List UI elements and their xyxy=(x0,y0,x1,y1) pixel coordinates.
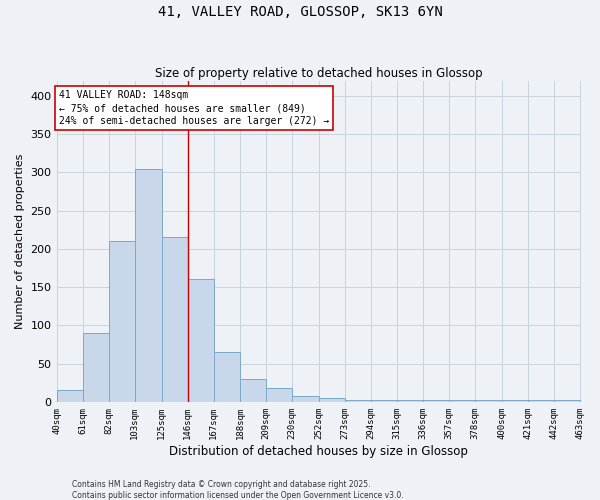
Bar xyxy=(188,280,214,402)
Bar xyxy=(449,400,475,402)
X-axis label: Distribution of detached houses by size in Glossop: Distribution of detached houses by size … xyxy=(169,444,468,458)
Bar xyxy=(502,400,529,402)
Bar xyxy=(56,390,83,402)
Bar xyxy=(423,400,449,402)
Bar xyxy=(319,398,345,402)
Bar xyxy=(109,242,134,402)
Title: Size of property relative to detached houses in Glossop: Size of property relative to detached ho… xyxy=(155,66,482,80)
Text: 41 VALLEY ROAD: 148sqm
← 75% of detached houses are smaller (849)
24% of semi-de: 41 VALLEY ROAD: 148sqm ← 75% of detached… xyxy=(59,90,329,126)
Bar xyxy=(162,238,188,402)
Bar xyxy=(345,400,371,402)
Text: Contains HM Land Registry data © Crown copyright and database right 2025.
Contai: Contains HM Land Registry data © Crown c… xyxy=(72,480,404,500)
Bar xyxy=(397,400,423,402)
Bar xyxy=(83,333,109,402)
Bar xyxy=(292,396,319,402)
Bar xyxy=(475,400,502,402)
Bar xyxy=(214,352,240,402)
Bar xyxy=(134,168,162,402)
Bar xyxy=(554,400,580,402)
Text: 41, VALLEY ROAD, GLOSSOP, SK13 6YN: 41, VALLEY ROAD, GLOSSOP, SK13 6YN xyxy=(158,5,442,19)
Bar xyxy=(266,388,292,402)
Bar xyxy=(529,400,554,402)
Bar xyxy=(371,400,397,402)
Y-axis label: Number of detached properties: Number of detached properties xyxy=(15,154,25,329)
Bar xyxy=(240,379,266,402)
